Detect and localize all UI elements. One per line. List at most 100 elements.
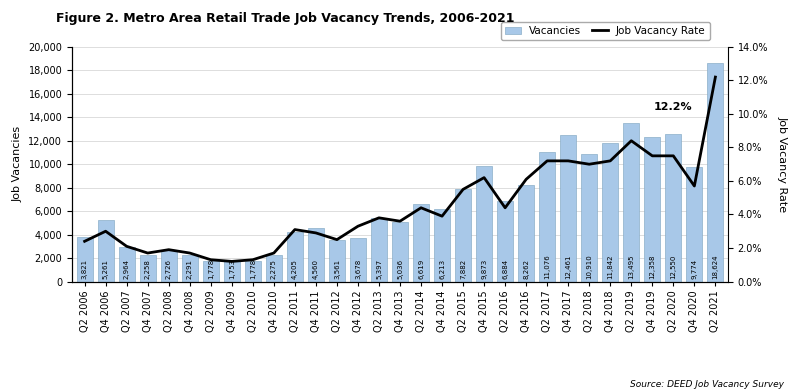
Bar — [371, 218, 387, 282]
Bar — [602, 143, 618, 282]
Text: 11,076: 11,076 — [544, 255, 550, 279]
Bar — [413, 204, 429, 282]
Text: 5,261: 5,261 — [102, 259, 109, 279]
Text: 2,275: 2,275 — [271, 259, 277, 279]
Text: 10,910: 10,910 — [586, 255, 592, 279]
Text: 5,036: 5,036 — [397, 259, 403, 279]
Job Vacancy Rate — [563, 158, 573, 163]
Bar — [350, 239, 366, 282]
Bar — [645, 136, 660, 282]
Job Vacancy Rate — [248, 257, 258, 262]
Job Vacancy Rate — [122, 244, 131, 249]
Text: 2,964: 2,964 — [124, 259, 130, 279]
Job Vacancy Rate — [647, 154, 657, 158]
Job Vacancy Rate — [143, 251, 153, 255]
Bar — [623, 123, 639, 282]
Text: 12,461: 12,461 — [566, 255, 571, 279]
Job Vacancy Rate — [374, 215, 384, 220]
Text: 12.2%: 12.2% — [654, 102, 693, 112]
Bar — [666, 134, 682, 282]
Text: 1,778: 1,778 — [208, 259, 214, 279]
Text: 4,205: 4,205 — [292, 259, 298, 279]
Text: 3,821: 3,821 — [82, 259, 88, 279]
Bar — [434, 209, 450, 282]
Bar — [707, 63, 723, 282]
Text: 9,873: 9,873 — [481, 259, 487, 279]
Job Vacancy Rate — [101, 229, 110, 233]
Job Vacancy Rate — [479, 175, 489, 180]
Bar — [266, 255, 282, 282]
Job Vacancy Rate — [185, 251, 194, 255]
Job Vacancy Rate — [458, 187, 468, 192]
Text: Figure 2. Metro Area Retail Trade Job Vacancy Trends, 2006-2021: Figure 2. Metro Area Retail Trade Job Va… — [56, 12, 514, 25]
Job Vacancy Rate — [332, 237, 342, 242]
Bar — [476, 166, 492, 282]
Bar — [224, 261, 240, 282]
Job Vacancy Rate — [80, 239, 90, 244]
Text: 1,753: 1,753 — [229, 259, 234, 279]
Text: 11,842: 11,842 — [607, 255, 614, 279]
Text: 6,213: 6,213 — [439, 259, 445, 279]
Text: 9,774: 9,774 — [691, 259, 698, 279]
Y-axis label: Job Vacancies: Job Vacancies — [13, 126, 23, 202]
Job Vacancy Rate — [395, 219, 405, 224]
Bar — [392, 222, 408, 282]
Text: 2,291: 2,291 — [186, 259, 193, 279]
Text: 12,358: 12,358 — [650, 255, 655, 279]
Bar — [560, 135, 576, 282]
Job Vacancy Rate — [416, 205, 426, 210]
Job Vacancy Rate — [522, 177, 531, 182]
Text: 3,561: 3,561 — [334, 259, 340, 279]
Bar — [287, 232, 302, 282]
Text: Source: DEED Job Vacancy Survey: Source: DEED Job Vacancy Survey — [630, 380, 784, 389]
Bar — [329, 240, 345, 282]
Job Vacancy Rate — [290, 227, 300, 232]
Job Vacancy Rate — [206, 257, 215, 262]
Job Vacancy Rate — [669, 154, 678, 158]
Bar — [161, 249, 177, 282]
Job Vacancy Rate — [438, 214, 447, 219]
Job Vacancy Rate — [542, 158, 552, 163]
Bar — [182, 255, 198, 282]
Text: 18,624: 18,624 — [712, 255, 718, 279]
Job Vacancy Rate — [500, 205, 510, 210]
Y-axis label: Job Vacancy Rate: Job Vacancy Rate — [778, 116, 788, 212]
Job Vacancy Rate — [353, 224, 362, 229]
Bar — [518, 185, 534, 282]
Bar — [686, 167, 702, 282]
Text: 7,882: 7,882 — [460, 259, 466, 279]
Job Vacancy Rate — [164, 248, 174, 252]
Text: 3,678: 3,678 — [355, 259, 361, 279]
Legend: Vacancies, Job Vacancy Rate: Vacancies, Job Vacancy Rate — [502, 22, 710, 40]
Job Vacancy Rate — [606, 158, 615, 163]
Text: 2,726: 2,726 — [166, 259, 172, 279]
Job Vacancy Rate — [690, 184, 699, 188]
Bar — [98, 220, 114, 282]
Bar — [77, 237, 93, 282]
Job Vacancy Rate — [585, 162, 594, 167]
Bar — [455, 189, 471, 282]
Text: 1,778: 1,778 — [250, 259, 256, 279]
Bar — [140, 255, 155, 282]
Job Vacancy Rate — [227, 259, 237, 264]
Job Vacancy Rate — [311, 231, 321, 235]
Bar — [308, 228, 324, 282]
Text: 12,550: 12,550 — [670, 255, 676, 279]
Text: 6,619: 6,619 — [418, 259, 424, 279]
Bar — [245, 261, 261, 282]
Bar — [498, 201, 513, 282]
Text: 6,884: 6,884 — [502, 259, 508, 279]
Bar — [118, 247, 134, 282]
Line: Job Vacancy Rate: Job Vacancy Rate — [85, 77, 715, 262]
Bar — [582, 154, 597, 282]
Text: 13,495: 13,495 — [628, 255, 634, 279]
Text: 8,262: 8,262 — [523, 259, 529, 279]
Bar — [539, 152, 555, 282]
Text: 2,258: 2,258 — [145, 259, 150, 279]
Bar — [203, 261, 218, 282]
Text: 5,397: 5,397 — [376, 259, 382, 279]
Job Vacancy Rate — [269, 251, 278, 255]
Text: 4,560: 4,560 — [313, 259, 319, 279]
Job Vacancy Rate — [710, 75, 720, 79]
Job Vacancy Rate — [626, 138, 636, 143]
